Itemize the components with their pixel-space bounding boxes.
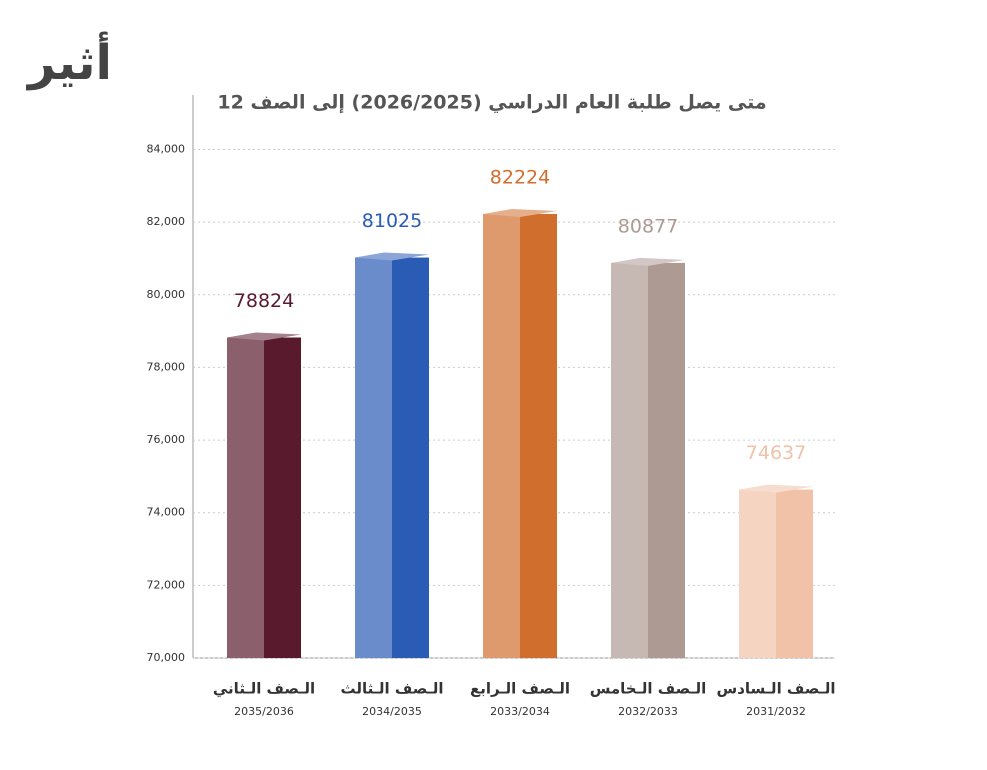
x-tick-label: الـصف الـرابع bbox=[470, 680, 570, 698]
bar-left-face bbox=[611, 262, 648, 658]
bar-top-face bbox=[483, 208, 557, 217]
logo: أثير bbox=[26, 31, 112, 91]
x-tick-label: الـصف الـثالث bbox=[341, 680, 444, 698]
y-tick-label: 78,000 bbox=[147, 360, 186, 373]
bar-top-face bbox=[227, 332, 301, 341]
bar-left-face bbox=[739, 489, 776, 658]
bar-left-face bbox=[483, 213, 520, 658]
data-label: 82224 bbox=[490, 166, 550, 188]
bar-top-face bbox=[611, 257, 685, 266]
bar-top-face bbox=[355, 252, 429, 261]
x-tick-sublabel: 2035/2036 bbox=[234, 705, 294, 718]
x-tick-sublabel: 2032/2033 bbox=[618, 705, 678, 718]
bar-top-face bbox=[739, 484, 813, 493]
bar-right-face bbox=[264, 337, 301, 658]
y-tick-label: 82,000 bbox=[147, 215, 186, 228]
x-tick-sublabel: 2031/2032 bbox=[746, 705, 806, 718]
y-tick-label: 70,000 bbox=[147, 651, 186, 664]
data-label: 74637 bbox=[746, 442, 806, 464]
x-tick-sublabel: 2033/2034 bbox=[490, 705, 550, 718]
x-tick-label: الـصف الـثاني bbox=[213, 680, 315, 698]
bar-right-face bbox=[648, 262, 685, 658]
data-label: 80877 bbox=[618, 215, 678, 237]
bar-left-face bbox=[227, 337, 264, 658]
data-label: 78824 bbox=[234, 290, 294, 312]
bar-right-face bbox=[392, 257, 429, 658]
x-tick-label: الـصف الـخامس bbox=[590, 680, 707, 698]
y-tick-label: 84,000 bbox=[147, 142, 186, 155]
data-label: 81025 bbox=[362, 210, 422, 232]
x-tick-sublabel: 2034/2035 bbox=[362, 705, 422, 718]
bar-left-face bbox=[355, 257, 392, 658]
y-tick-label: 74,000 bbox=[147, 506, 186, 519]
bar-right-face bbox=[776, 489, 813, 658]
chart-title: متى يصل طلبة العام الدراسي (2026/2025) إ… bbox=[217, 92, 766, 114]
bar-right-face bbox=[520, 213, 557, 658]
y-tick-label: 80,000 bbox=[147, 288, 186, 301]
y-tick-label: 72,000 bbox=[147, 578, 186, 591]
x-tick-label: الـصف الـسادس bbox=[717, 680, 836, 698]
y-tick-label: 76,000 bbox=[147, 433, 186, 446]
